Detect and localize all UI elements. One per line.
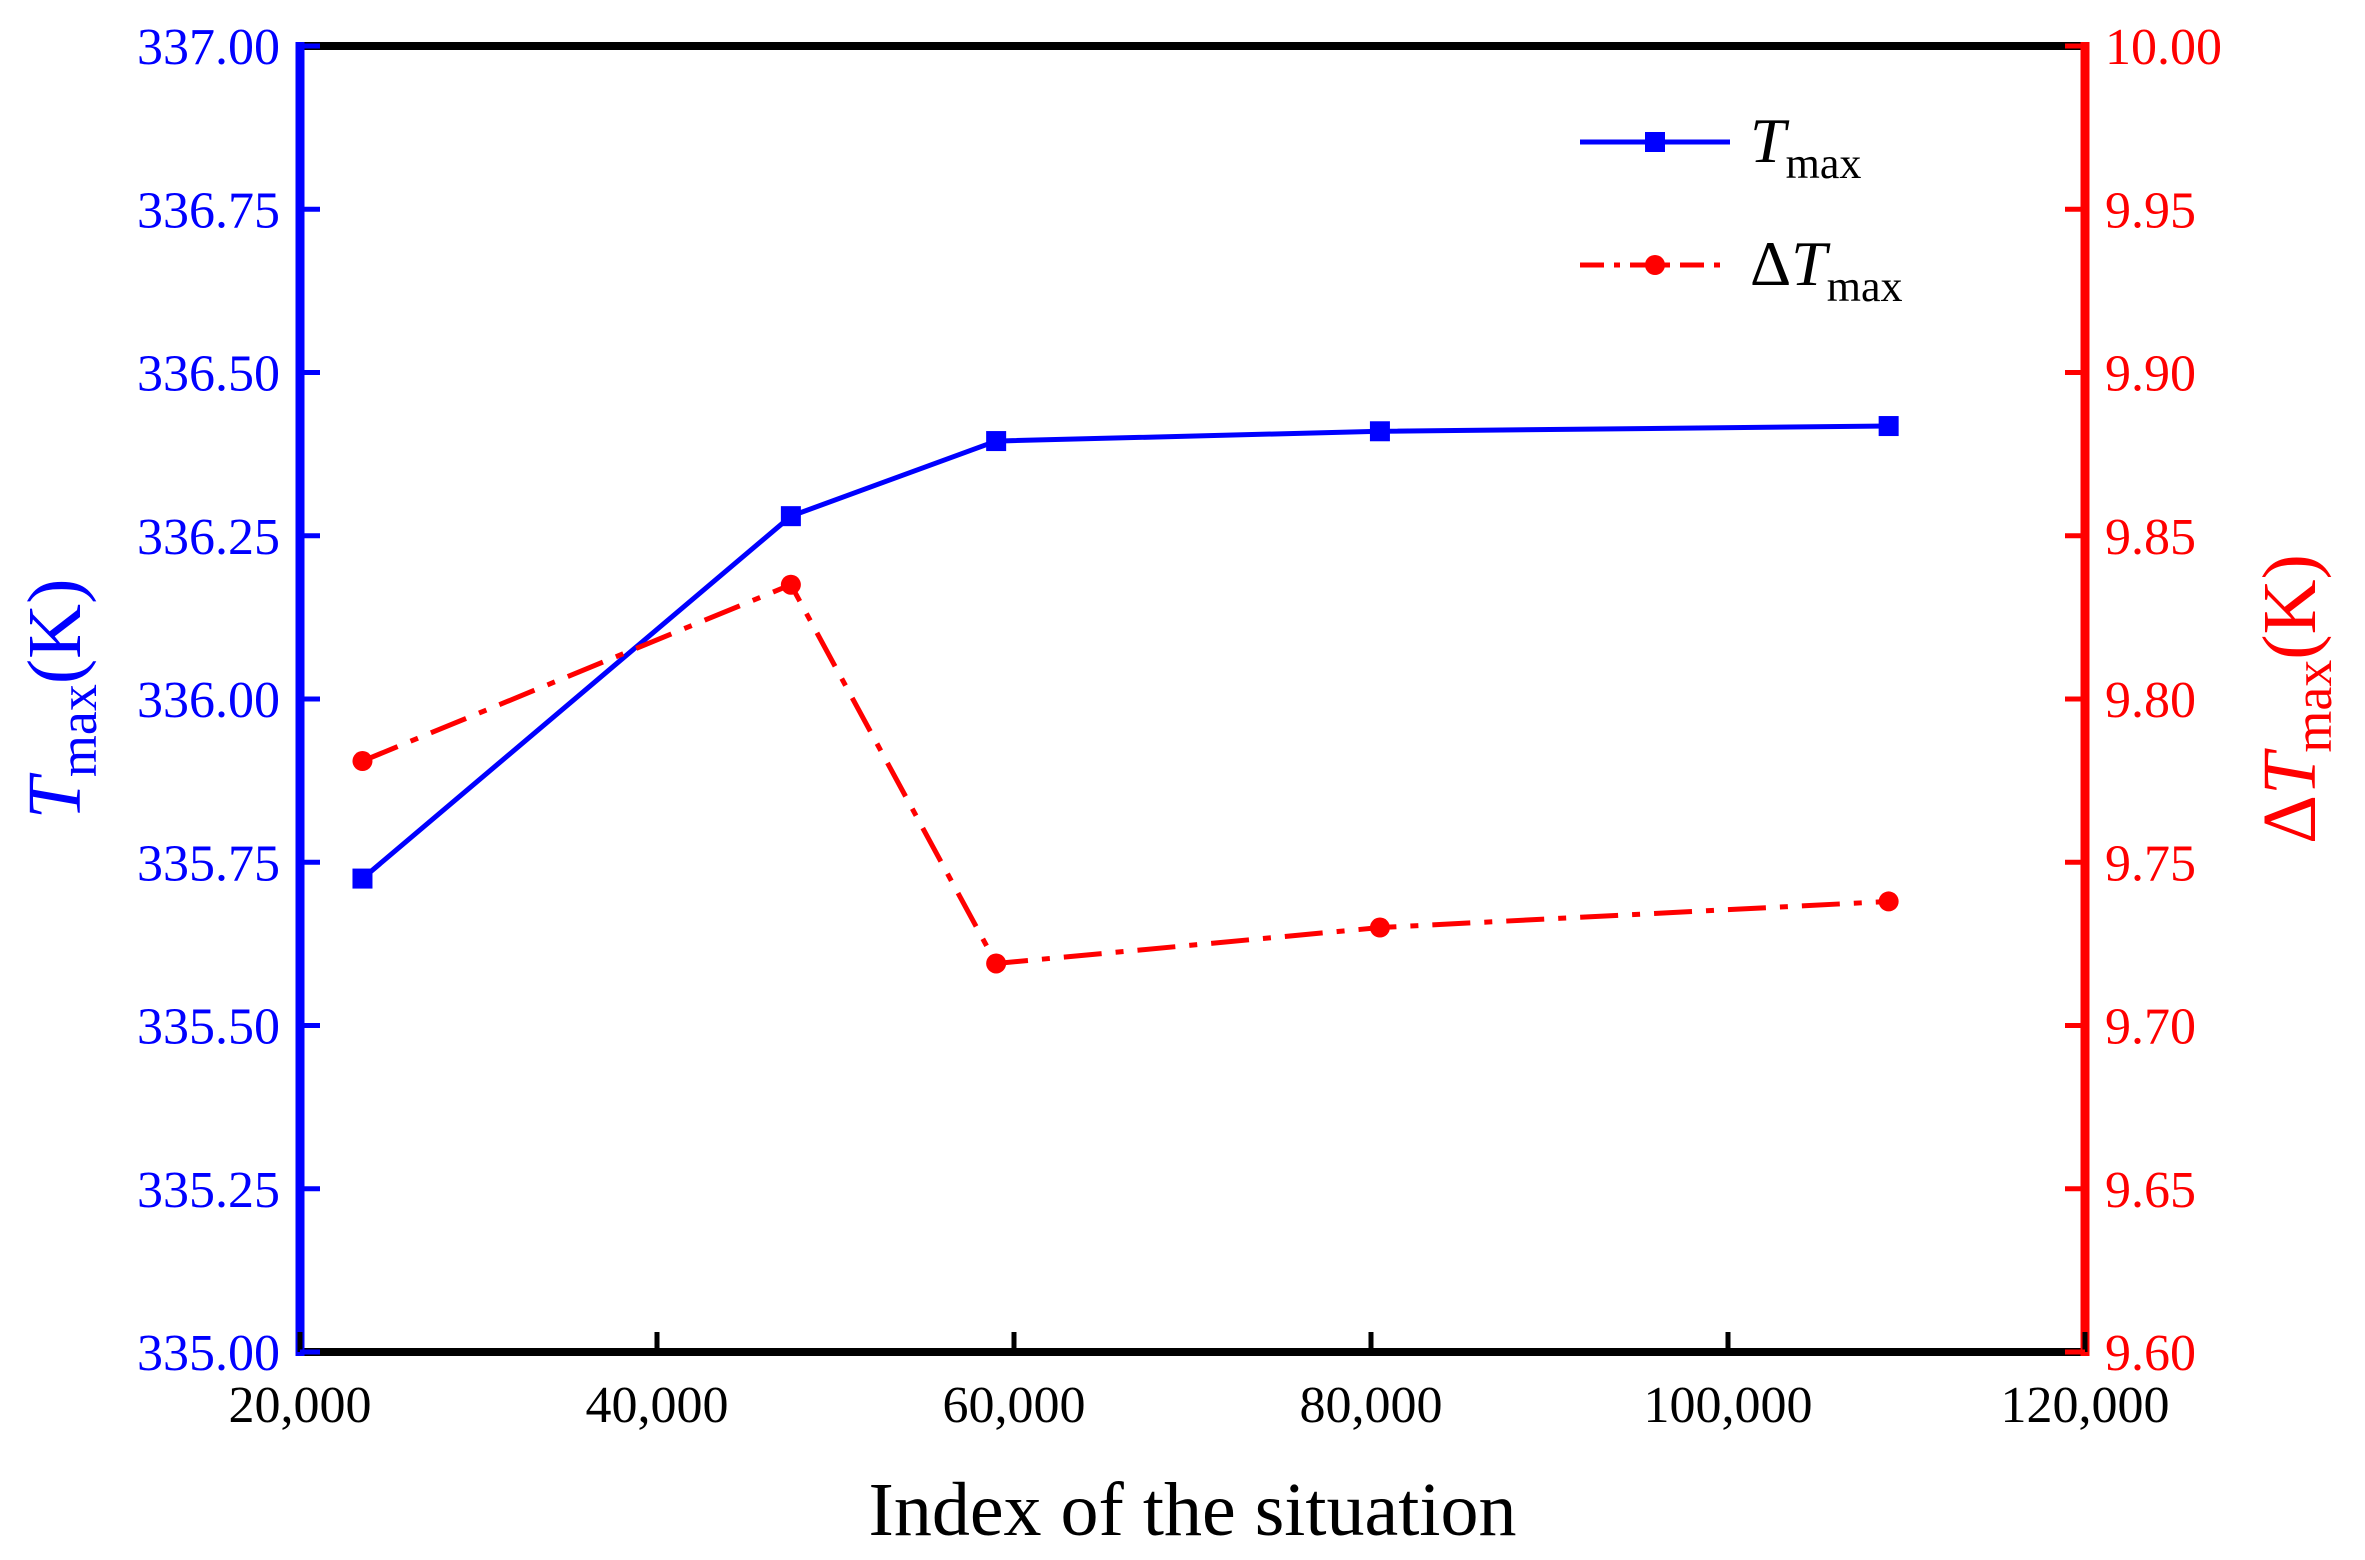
series-0-point (1369, 421, 1390, 442)
left-y-tick-label: 335.50 (137, 999, 280, 1056)
left-y-tick-label: 336.25 (137, 509, 280, 566)
left-y-tick-label: 336.75 (137, 182, 280, 239)
left-y-tick-label: 336.00 (137, 672, 280, 729)
series-0-point (780, 506, 801, 527)
x-tick-label: 40,000 (586, 1377, 729, 1434)
series-1-point (1878, 891, 1899, 912)
right-y-tick-label: 9.95 (2105, 182, 2196, 239)
series-1-point (780, 574, 801, 595)
left-y-tick-label: 337.00 (137, 19, 280, 76)
x-tick-label: 80,000 (1300, 1377, 1443, 1434)
right-y-tick-label: 9.85 (2105, 509, 2196, 566)
left-y-tick-label: 335.75 (137, 835, 280, 892)
x-tick-label: 120,000 (2001, 1377, 2170, 1434)
series-1-point (1369, 917, 1390, 938)
right-y-tick-label: 9.90 (2105, 346, 2196, 403)
x-axis-title: Index of the situation (869, 1468, 1517, 1552)
left-y-axis-title: Tmax(K) (13, 579, 108, 820)
x-tick-label: 60,000 (943, 1377, 1086, 1434)
left-y-tick-label: 336.50 (137, 346, 280, 403)
right-y-tick-label: 9.60 (2105, 1325, 2196, 1382)
series-0-point (352, 868, 373, 889)
legend-label-sub: max (1786, 139, 1862, 188)
right-y-tick-label: 9.65 (2105, 1162, 2196, 1219)
legend-label-0: Tmax (1750, 105, 1861, 188)
legend-label-main: T (1750, 105, 1790, 176)
right-y-tick-label: 10.00 (2105, 19, 2222, 76)
x-tick-label: 100,000 (1644, 1377, 1813, 1434)
left-y-tick-label: 335.25 (137, 1162, 280, 1219)
series-1-point (352, 751, 373, 772)
series-0-point (1878, 416, 1899, 437)
legend-marker-0 (1645, 132, 1665, 152)
series-line-0 (360, 423, 1889, 881)
series-0-point (986, 431, 1007, 452)
legend-label-main: T (1791, 228, 1831, 299)
right-y-tick-label: 9.80 (2105, 672, 2196, 729)
legend-label-prefix: Δ (1750, 228, 1791, 299)
right-y-axis-title-suffix: (K) (2248, 554, 2332, 660)
left-y-axis-title-suffix: (K) (13, 579, 97, 685)
right-y-tick-label: 9.75 (2105, 835, 2196, 892)
legend-marker-1 (1645, 255, 1665, 275)
left-y-axis-title-main: T (13, 772, 97, 819)
series-line-1 (361, 582, 1889, 966)
left-y-axis-title-sub: max (48, 684, 108, 777)
x-tick-label: 20,000 (229, 1377, 372, 1434)
left-y-tick-label: 335.00 (137, 1325, 280, 1382)
right-y-axis-title-main: T (2248, 748, 2332, 795)
right-y-axis-title: ΔTmax(K) (2248, 554, 2343, 844)
right-y-axis-title-sub: max (2283, 660, 2343, 753)
legend-label-sub: max (1827, 262, 1903, 311)
right-y-axis-title-prefix: Δ (2248, 795, 2332, 844)
right-y-tick-label: 9.70 (2105, 999, 2196, 1056)
series-1-point (986, 953, 1007, 974)
legend-label-1: ΔTmax (1750, 228, 1903, 311)
